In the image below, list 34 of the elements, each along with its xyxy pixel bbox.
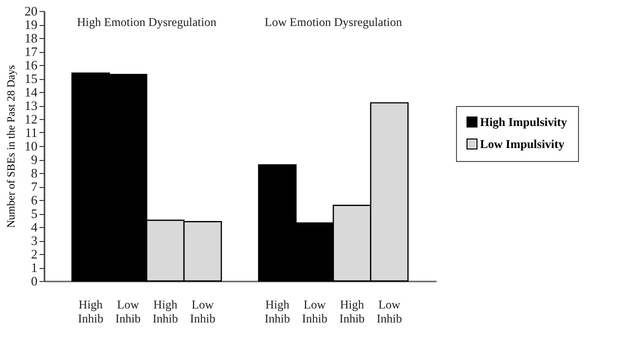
y-tick-label: 13: [24, 98, 38, 113]
legend-label: High Impulsivity: [480, 115, 568, 129]
y-tick-label: 7: [31, 179, 38, 194]
y-tick-label: 3: [31, 233, 38, 248]
x-tick-label: High Inhib: [339, 298, 365, 326]
annotation: High Emotion Dysregulation: [77, 15, 216, 29]
y-tick-label: 1: [31, 260, 38, 275]
y-tick-label: 9: [31, 152, 38, 167]
annotation: Low Emotion Dysregulation: [264, 15, 402, 29]
y-tick-label: 19: [24, 17, 38, 32]
y-tick-label: 11: [24, 125, 38, 140]
y-tick-label: 2: [31, 246, 38, 262]
y-tick-label: 15: [24, 71, 38, 86]
x-tick-label: High Inhib: [264, 298, 290, 326]
y-tick-label: 6: [31, 192, 38, 208]
y-tick-label: 5: [31, 206, 38, 221]
legend-label: Low Impulsivity: [480, 137, 564, 151]
y-tick-label: 14: [24, 84, 38, 100]
x-tick-label: Low Inhib: [190, 298, 216, 326]
y-tick-label: 20: [24, 4, 38, 18]
y-tick-label: 8: [31, 166, 38, 180]
y-tick-label: 17: [24, 44, 38, 59]
x-tick-label: Low Inhib: [376, 298, 402, 326]
y-tick-label: 0: [31, 274, 38, 288]
x-tick-label: High Inhib: [78, 298, 104, 326]
x-tick-label: Low Inhib: [302, 298, 328, 326]
y-axis-title: Number of SBEs in the Past 28 Days: [6, 65, 18, 228]
y-tick-label: 10: [24, 138, 38, 154]
x-tick-label: Low Inhib: [115, 298, 141, 326]
y-tick-label: 18: [24, 30, 38, 46]
y-tick-label: 12: [24, 112, 38, 126]
x-tick-label: High Inhib: [152, 298, 178, 326]
y-tick-label: 4: [31, 220, 38, 234]
y-tick-label: 16: [24, 58, 38, 72]
